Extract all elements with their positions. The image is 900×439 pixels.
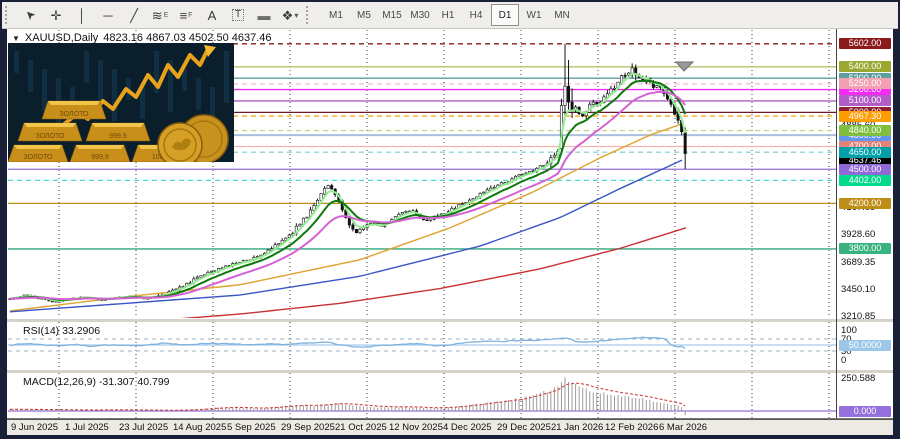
time-axis-label: 12 Nov 2025: [389, 422, 443, 433]
price-badge-4700.00: 4700.00: [839, 140, 891, 152]
price-badge-3800.00: 3800.00: [839, 243, 891, 255]
current-price-badge: 4637.46: [839, 154, 891, 166]
time-axis-label: 29 Dec 2025: [497, 422, 551, 433]
timeframe-MN[interactable]: MN: [554, 9, 570, 21]
timeframe-bar: M1 M5 M15 M30 H1 H4 D1 W1 MN: [322, 4, 576, 26]
timeframe-M30[interactable]: M30: [410, 9, 430, 21]
price-badge-5200.00: 5200.00: [839, 84, 891, 96]
cursor-icon: ➤: [21, 6, 39, 24]
timeframe-M1[interactable]: M1: [329, 9, 343, 21]
price-badge-4500.00: 4500.00: [839, 163, 891, 175]
toolbar-fibonacci-tool[interactable]: ≡ F: [173, 4, 199, 26]
symbol-row[interactable]: ▼ XAUUSD,Daily 4823.16 4867.03 4502.50 4…: [12, 32, 272, 44]
price-tick-3450.10: 3450.10: [841, 283, 876, 295]
chevron-down-icon: ▾: [294, 10, 299, 20]
toolbar-grip-2[interactable]: [306, 6, 315, 24]
rsi-tick-30: 30: [841, 346, 852, 357]
time-axis-label: 12 Feb 2026: [605, 422, 659, 433]
price-badge-5602.00: 5602.00: [839, 38, 891, 50]
toolbar-arrows-tool[interactable]: ❖ ▾: [277, 4, 303, 26]
time-axis-label: 6 Mar 2026: [659, 422, 708, 433]
rectangle-icon: ▬: [257, 7, 271, 23]
toolbar-text-tool[interactable]: A: [199, 4, 225, 26]
time-axis-label: 14 Aug 2025: [173, 422, 227, 433]
crosshair-icon: ✛: [50, 7, 62, 23]
time-axis-label: 5 Sep 2025: [227, 422, 276, 433]
rsi-indicator-label: RSI(14) 33.2906: [23, 325, 101, 337]
toolbar-trend-line-tool[interactable]: ╱: [121, 4, 147, 26]
price-badge-5100.00: 5100.00: [839, 95, 891, 107]
rsi-mid-badge: 50.0000: [839, 339, 891, 351]
down-arrow-marker: [674, 61, 695, 72]
toolbar-crosshair-tool[interactable]: ✛: [43, 4, 69, 26]
timeframe-M5[interactable]: M5: [357, 9, 371, 21]
price-badge-4402.00: 4402.00: [839, 174, 891, 186]
rsi-tick-100: 100: [841, 325, 857, 336]
text-icon: A: [207, 7, 217, 23]
time-axis-label: 9 Jun 2025: [11, 422, 59, 433]
price-badge-5400.00: 5400.00: [839, 61, 891, 73]
price-badge-5300.00: 5300.00: [839, 72, 891, 84]
toolbar-equidistant-channel-tool[interactable]: ≋ E: [147, 4, 173, 26]
toolbar-shapes-tool[interactable]: ▬: [251, 4, 277, 26]
timeframe-H1[interactable]: H1: [441, 9, 455, 21]
time-axis-label: 21 Oct 2025: [335, 422, 387, 433]
toolbar-horizontal-line-tool[interactable]: ─: [95, 4, 121, 26]
time-axis-label: 1 Jul 2025: [65, 422, 109, 433]
timeframe-D1[interactable]: D1: [491, 4, 519, 26]
channel-icon-sub: E: [163, 11, 169, 19]
chart-toolbar: ➤ ✛ │ ─ ╱ ≋ E ≡ F A T ▬ ❖ ▾ M1 M5 M15 M30 H1 H4 D…: [2, 2, 898, 29]
price-tick-3689.35: 3689.35: [841, 256, 876, 268]
price-badge-4200.00: 4200.00: [839, 197, 891, 209]
gold-bar-label: 100 г: [152, 154, 169, 161]
fibonacci-icon: ≡: [179, 7, 188, 23]
macd-indicator-label: MACD(12,26,9) -31.307 40.799: [23, 376, 170, 388]
gold-bar-label: ЗОЛОТО: [60, 111, 90, 118]
vertical-line-icon: │: [77, 7, 87, 23]
fibonacci-icon-sub: F: [188, 11, 193, 19]
horizontal-line-icon: ─: [103, 7, 113, 23]
timeframe-M15[interactable]: M15: [382, 9, 402, 21]
time-axis-label: 21 Jan 2026: [551, 422, 604, 433]
time-axis-label: 4 Dec 2025: [443, 422, 492, 433]
chart-window: ▼ XAUUSD,Daily 4823.16 4867.03 4502.50 4…: [7, 29, 893, 435]
price-badge-5250.00: 5250.00: [839, 78, 891, 90]
gold-bar-label: 999,9: [109, 133, 127, 140]
price-badge-4840.00: 4840.00: [839, 125, 891, 137]
macd-tick-max: 250.588: [841, 372, 876, 384]
price-scale-border: [836, 29, 837, 418]
toolbar-text-label-tool[interactable]: T: [225, 4, 251, 26]
rsi-tick-0: 0: [841, 355, 847, 366]
timeframe-H4[interactable]: H4: [469, 9, 483, 21]
arrows-icon: ❖: [281, 7, 294, 23]
toolbar-grip[interactable]: [5, 6, 14, 24]
channel-icon: ≋: [151, 7, 163, 23]
price-badge-4650.00: 4650.00: [839, 146, 891, 158]
gold-bar-label: 999,9: [91, 154, 109, 161]
macd-zero-badge: 0.000: [839, 405, 891, 417]
symbol-label: XAUUSD,Daily: [24, 32, 99, 44]
price-tick-3928.60: 3928.60: [841, 229, 876, 241]
gold-article-image: ЗОЛОТО ЗОЛОТО 999,9 ЗОЛОТО 999,9 100 г: [8, 43, 234, 162]
time-axis-label: 23 Jul 2025: [119, 422, 169, 433]
toolbar-cursor-tool[interactable]: ➤: [17, 4, 43, 26]
toolbar-vertical-line-tool[interactable]: │: [69, 4, 95, 26]
text-label-icon: T: [231, 9, 245, 21]
time-axis[interactable]: 9 Jun 2025 1 Jul 2025 23 Jul 2025 14 Aug 20…: [7, 419, 893, 435]
gold-bar-label: ЗОЛОТО: [24, 154, 54, 161]
symbol-dropdown-icon[interactable]: ▼: [12, 33, 20, 43]
gold-bar-label: ЗОЛОТО: [36, 133, 66, 140]
price-tick-3210.85: 3210.85: [841, 311, 876, 322]
rsi-pane[interactable]: [7, 322, 893, 370]
timeframe-W1[interactable]: W1: [526, 9, 542, 21]
price-badge-4967.30: 4967.30: [839, 110, 891, 122]
time-axis-label: 29 Sep 2025: [281, 422, 335, 433]
ohlc-values: 4823.16 4867.03 4502.50 4637.46: [103, 32, 272, 44]
trend-line-icon: ╱: [130, 7, 138, 23]
